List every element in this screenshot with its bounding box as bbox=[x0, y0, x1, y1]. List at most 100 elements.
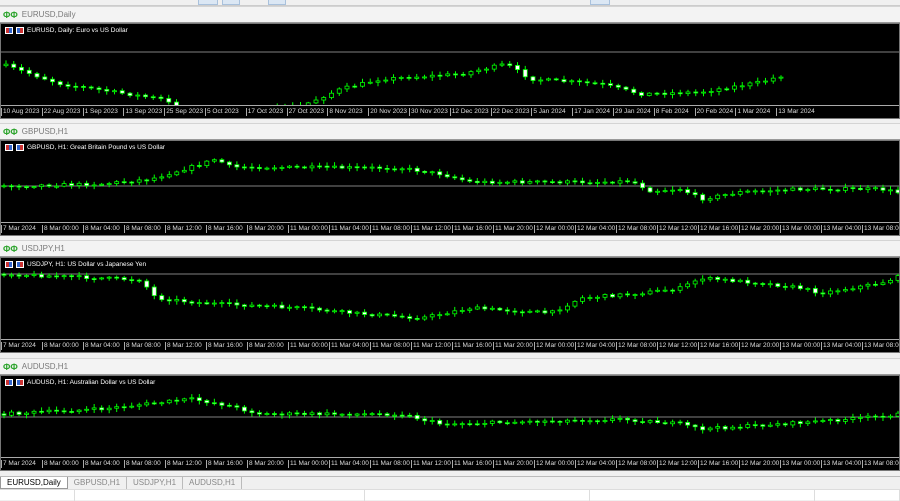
candle bbox=[84, 272, 90, 282]
candle bbox=[888, 186, 893, 195]
column-header[interactable] bbox=[0, 490, 75, 501]
column-header[interactable] bbox=[365, 490, 590, 501]
tab-eurusd-daily[interactable]: EURUSD,Daily bbox=[0, 477, 68, 489]
time-axis-label: 1 Sep 2023 bbox=[82, 108, 118, 116]
column-header[interactable] bbox=[815, 490, 900, 501]
chart-area[interactable]: GBPUSD, H1: Great Britain Pound vs US Do… bbox=[0, 140, 900, 236]
toolbar-button[interactable] bbox=[222, 0, 240, 5]
candle bbox=[377, 164, 383, 173]
candle bbox=[577, 78, 582, 86]
candle bbox=[820, 184, 826, 191]
candle bbox=[73, 82, 79, 92]
candle bbox=[279, 411, 285, 419]
time-axis-label: 12 Mar 12:00 bbox=[657, 460, 698, 468]
candle bbox=[468, 70, 474, 78]
chart-window-title: GBPUSD,H1 bbox=[21, 127, 69, 136]
time-axis: 7 Mar 2024 8 Mar 00:00 8 Mar 04:00 8 Mar 08… bbox=[1, 339, 899, 352]
candle bbox=[835, 188, 841, 193]
toolbar-button[interactable] bbox=[198, 0, 218, 5]
tab-usdjpy-h1[interactable]: USDJPY,H1 bbox=[127, 477, 184, 489]
candle bbox=[617, 415, 623, 423]
candle bbox=[84, 406, 90, 413]
candle bbox=[377, 410, 383, 417]
candle bbox=[515, 62, 520, 74]
time-axis-label: 12 Mar 00:00 bbox=[534, 225, 575, 233]
time-axis-label: 13 Mar 04:00 bbox=[821, 225, 862, 233]
candle bbox=[843, 416, 848, 425]
candlestick-chart-icon: ΦΦ bbox=[3, 361, 18, 372]
candle bbox=[835, 288, 841, 295]
candle bbox=[84, 180, 90, 189]
candle bbox=[257, 303, 262, 309]
candle bbox=[249, 163, 255, 172]
candle bbox=[119, 88, 125, 95]
candle bbox=[114, 180, 120, 187]
candle bbox=[722, 193, 728, 199]
chart-description: EURUSD, Daily: Euro vs US Dollar bbox=[27, 27, 128, 34]
candles bbox=[1, 270, 899, 322]
tab-audusd-h1[interactable]: AUDUSD,H1 bbox=[183, 477, 243, 489]
chart-area[interactable]: EURUSD, Daily: Euro vs US Dollar 10 Aug … bbox=[0, 23, 900, 119]
candle bbox=[625, 416, 630, 424]
candle bbox=[739, 81, 745, 91]
candle bbox=[204, 398, 210, 406]
candle bbox=[91, 404, 97, 413]
column-header[interactable] bbox=[75, 490, 365, 501]
time-axis-label: 12 Mar 08:00 bbox=[616, 225, 657, 233]
time-axis-label: 13 Mar 04:00 bbox=[821, 342, 862, 350]
candle bbox=[16, 272, 22, 279]
tab-gbpusd-h1[interactable]: GBPUSD,H1 bbox=[68, 477, 128, 489]
chart-window-titlebar[interactable]: ΦΦ GBPUSD,H1 bbox=[0, 123, 900, 140]
candle bbox=[610, 292, 615, 298]
candle bbox=[287, 165, 292, 169]
candle bbox=[595, 419, 600, 425]
candle bbox=[677, 89, 683, 97]
toolbar-button[interactable] bbox=[268, 0, 286, 5]
candle bbox=[873, 185, 878, 191]
chart-window-icon bbox=[5, 261, 13, 268]
candle bbox=[499, 60, 505, 68]
chart-area[interactable]: AUDUSD, H1: Australian Dollar vs US Doll… bbox=[0, 375, 900, 471]
candle bbox=[600, 79, 606, 89]
candle bbox=[587, 179, 593, 186]
candle bbox=[407, 412, 413, 418]
candle bbox=[580, 177, 585, 186]
candle bbox=[507, 61, 513, 68]
candle bbox=[257, 410, 262, 417]
candle bbox=[790, 283, 796, 290]
candle bbox=[321, 95, 327, 104]
candle bbox=[339, 308, 345, 315]
candle bbox=[580, 418, 585, 425]
candle bbox=[144, 278, 150, 290]
time-axis-label: 8 Mar 04:00 bbox=[83, 460, 120, 468]
candle bbox=[677, 283, 683, 294]
candle bbox=[96, 86, 102, 94]
candle bbox=[692, 424, 698, 431]
candle bbox=[587, 294, 593, 302]
chart-window-titlebar[interactable]: ΦΦ AUDUSD,H1 bbox=[0, 358, 900, 375]
time-axis-label: 11 Mar 04:00 bbox=[329, 342, 369, 350]
candle bbox=[16, 410, 22, 417]
candle bbox=[474, 304, 480, 311]
chart-window-titlebar[interactable]: ΦΦ USDJPY,H1 bbox=[0, 240, 900, 257]
time-axis-label: 13 Mar 00:00 bbox=[780, 342, 821, 350]
chart-area[interactable]: USDJPY, H1: US Dollar vs Japanese Yen 7 … bbox=[0, 257, 900, 353]
chart-label: USDJPY, H1: US Dollar vs Japanese Yen bbox=[5, 261, 146, 268]
toolbar-button[interactable] bbox=[590, 0, 610, 5]
candle bbox=[174, 397, 180, 405]
candlestick-chart-icon: ΦΦ bbox=[3, 126, 18, 137]
candle bbox=[476, 67, 482, 75]
candle bbox=[166, 399, 172, 405]
time-axis-label: 27 Oct 2023 bbox=[286, 108, 325, 116]
candle bbox=[242, 405, 247, 414]
candle bbox=[677, 186, 683, 193]
time-axis-label: 12 Mar 12:00 bbox=[657, 225, 698, 233]
candle bbox=[538, 76, 544, 85]
column-header[interactable] bbox=[590, 490, 815, 501]
candlestick-chart-icon bbox=[16, 27, 24, 34]
candle bbox=[211, 158, 217, 164]
candle bbox=[174, 295, 180, 305]
candle bbox=[760, 423, 766, 430]
chart-window-titlebar[interactable]: ΦΦ EURUSD,Daily bbox=[0, 6, 900, 23]
candle bbox=[632, 293, 638, 300]
